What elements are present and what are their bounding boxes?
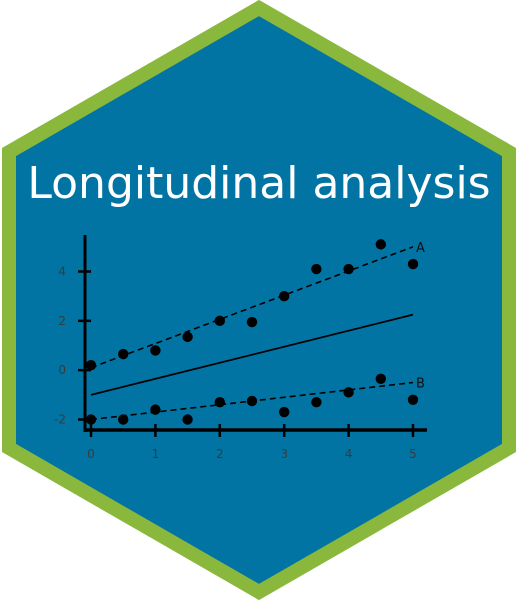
- series-A-point: [150, 345, 161, 356]
- series-B-point: [246, 395, 258, 407]
- axes: 0 1 2 3 4 5 -2 0 2 4: [54, 235, 427, 461]
- x-tick-label: 3: [280, 447, 288, 461]
- x-tick-label: 0: [87, 447, 95, 461]
- series-labels: AB: [416, 241, 425, 392]
- series-A-point: [375, 239, 386, 250]
- x-tick-label: 4: [345, 447, 353, 461]
- overall-trend-line: [90, 313, 414, 396]
- series-A-point: [85, 360, 97, 371]
- sticker-title: Longitudinal analysis: [27, 158, 490, 209]
- series-B-label: B: [416, 377, 425, 392]
- series-B-point: [118, 414, 129, 425]
- x-tick-label: 2: [216, 447, 224, 461]
- series-A-point: [407, 258, 419, 270]
- series-A-point: [118, 348, 129, 360]
- series-A-point: [279, 290, 290, 302]
- y-tick-label: -2: [54, 413, 66, 427]
- series-B-point: [407, 394, 419, 405]
- series-B-point: [150, 404, 161, 415]
- series-A-point: [343, 263, 354, 275]
- x-tick-label: 1: [152, 447, 160, 461]
- series-B-point: [279, 406, 290, 418]
- series-B-point: [343, 387, 354, 398]
- series-B-point: [311, 397, 322, 408]
- series-A-point: [246, 316, 258, 328]
- y-tick-label: 4: [58, 265, 66, 279]
- series-A-label: A: [416, 241, 425, 256]
- series-B-point: [375, 373, 386, 384]
- series-A-trend-line: [90, 246, 414, 369]
- series-B-point: [182, 414, 193, 425]
- series-A-point: [214, 315, 225, 327]
- y-tick-label: 0: [58, 363, 66, 377]
- y-tick-label: 2: [58, 314, 66, 328]
- series-B-point: [214, 397, 225, 408]
- series-A-point: [182, 331, 193, 343]
- data-points: [85, 239, 419, 425]
- series-A-point: [311, 263, 322, 275]
- x-tick-label: 5: [409, 447, 417, 461]
